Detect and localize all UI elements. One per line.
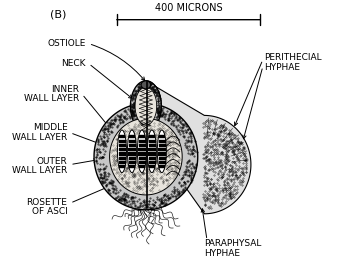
Ellipse shape: [127, 130, 136, 173]
Polygon shape: [94, 104, 198, 210]
Polygon shape: [135, 87, 157, 125]
Text: PERITHECIAL
HYPHAE: PERITHECIAL HYPHAE: [264, 53, 322, 72]
Polygon shape: [110, 118, 182, 195]
Text: NECK: NECK: [62, 59, 86, 68]
Text: OUTER
WALL LAYER: OUTER WALL LAYER: [12, 157, 68, 175]
Text: INNER
WALL LAYER: INNER WALL LAYER: [24, 85, 79, 104]
Text: (B): (B): [50, 9, 66, 19]
Text: ROSETTE
OF ASCI: ROSETTE OF ASCI: [27, 198, 68, 217]
Text: 400 MICRONS: 400 MICRONS: [155, 3, 222, 13]
Polygon shape: [146, 81, 251, 214]
Ellipse shape: [118, 130, 126, 173]
Ellipse shape: [147, 130, 156, 173]
Ellipse shape: [141, 81, 150, 89]
Ellipse shape: [157, 130, 166, 173]
Text: PARAPHYSAL
HYPHAE: PARAPHYSAL HYPHAE: [204, 239, 262, 258]
Text: OSTIOLE: OSTIOLE: [48, 39, 86, 48]
Ellipse shape: [138, 130, 146, 173]
Polygon shape: [131, 81, 161, 131]
Text: MIDDLE
WALL LAYER: MIDDLE WALL LAYER: [12, 123, 68, 142]
